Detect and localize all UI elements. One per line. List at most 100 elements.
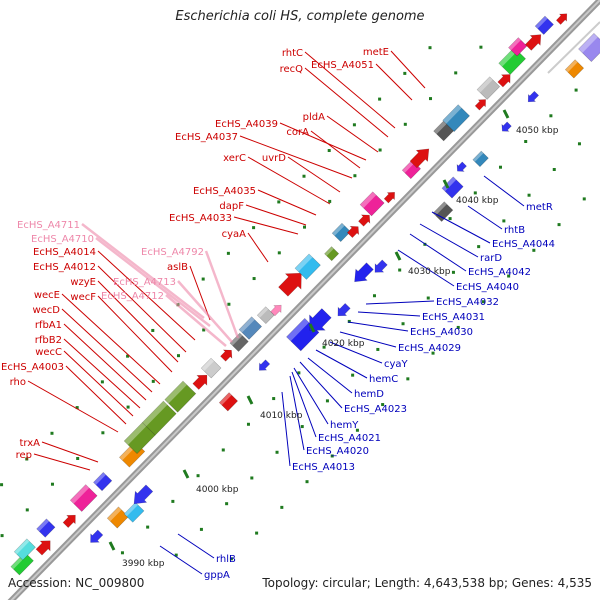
gene-arrow (524, 34, 542, 51)
gene-block (331, 222, 351, 242)
leader-line (177, 280, 233, 343)
gene-label: uvrD (262, 153, 286, 164)
gene-arrow (192, 374, 208, 390)
gene-block (36, 518, 56, 538)
leader-line (467, 205, 503, 230)
gene-label: trxA (19, 438, 40, 449)
leader-line (307, 357, 353, 394)
kbp-tick-mark (394, 251, 402, 261)
gene-block (442, 104, 470, 132)
grid-dot (431, 351, 435, 355)
grid-dot (196, 474, 200, 478)
grid-dot (297, 371, 301, 375)
leader-line (397, 249, 455, 287)
gene-block (476, 76, 501, 100)
gene-label: EcHS_A4013 (292, 462, 355, 473)
gene-label: wecD (32, 305, 60, 316)
gene-label: rarD (480, 253, 502, 264)
grid-dot (502, 219, 506, 223)
grid-dot (403, 71, 407, 75)
gene-label: hemC (369, 374, 398, 385)
leader-line (310, 130, 361, 169)
grid-dot (229, 557, 233, 561)
kbp-ticks-layer: 3990 kbp 4000 kbp 4010 kbp 4020 kbp 4030 kbp… (108, 109, 559, 569)
gene-label: metR (526, 202, 553, 213)
grid-dot (101, 431, 105, 435)
leader-line (81, 223, 205, 319)
gene-arrow (374, 259, 388, 273)
leader-line (409, 233, 467, 272)
kbp-tick-label: 4010 kbp (260, 411, 303, 421)
gene-label: dapF (219, 201, 244, 212)
grid-dot (277, 200, 281, 204)
leader-line (357, 311, 421, 317)
kbp-tick-mark (246, 395, 254, 405)
gene-label: cyaA (222, 229, 247, 240)
gene-label: EcHS_A4040 (456, 282, 519, 293)
leader-line (245, 204, 307, 226)
gene-block (93, 472, 113, 492)
grid-dot (378, 148, 382, 152)
gene-arrow (346, 225, 360, 239)
grid-dot (401, 322, 405, 326)
gene-labels-layer: metE EcHS_A4051 rhtC recQ pldA EcHS_A4039 corA… (1, 47, 555, 581)
gene-label: wzyE (70, 277, 96, 288)
gene-arrow (90, 529, 104, 543)
leader-line (390, 50, 426, 89)
leader-line (65, 365, 127, 425)
gene-arrow (337, 303, 351, 317)
leader-line (483, 175, 525, 207)
leader-line (159, 545, 203, 575)
gene-arrow (474, 99, 486, 111)
topology-text: Topology: circular; Length: 4,643,538 bp… (262, 576, 592, 590)
leader-line (293, 367, 329, 425)
gene-label: corA (286, 127, 309, 138)
grid-dot (201, 277, 205, 281)
grid-dot (75, 406, 79, 410)
grid-dot (227, 302, 231, 306)
gene-label: pldA (303, 112, 325, 123)
gene-label: wecC (35, 347, 62, 358)
grid-dot (0, 483, 4, 487)
kbp-tick-mark (442, 179, 450, 189)
leader-line (304, 51, 396, 129)
grid-dot (303, 225, 307, 229)
gene-label: EcHS_A4020 (306, 446, 369, 457)
gene-block (498, 47, 526, 75)
gene-block (508, 37, 528, 57)
gene-block (324, 246, 340, 262)
gene-block (229, 332, 249, 352)
grid-dot (225, 502, 229, 506)
grid-dot (477, 245, 481, 249)
grid-dot (246, 422, 250, 426)
gene-block (238, 316, 262, 340)
grid-dot (50, 482, 54, 486)
gene-label: EcHS_A4711 (17, 220, 80, 231)
gene-arrow (220, 349, 233, 362)
gene-block (13, 538, 36, 561)
gene-label: EcHS_A4003 (1, 362, 64, 373)
grid-dot (272, 397, 276, 401)
gene-block (106, 506, 129, 529)
grid-dot (507, 274, 511, 278)
grid-dot (277, 251, 281, 255)
grid-dot (426, 296, 430, 300)
gene-label: hemY (330, 420, 359, 431)
leader-line (97, 280, 179, 363)
leader-line (97, 265, 187, 353)
kbp-tick-label: 3990 kbp (122, 559, 165, 569)
gene-arrow (555, 13, 568, 25)
gene-label: EcHS_A4037 (175, 132, 238, 143)
gene-block (441, 176, 464, 199)
grid-dot (498, 165, 502, 169)
leader-line (257, 189, 317, 216)
gene-label: rhlB (216, 554, 236, 565)
grid-dot (527, 193, 531, 197)
gene-arrow (354, 262, 374, 283)
leader-line (63, 350, 134, 417)
leader-line (347, 321, 409, 332)
leader-line (204, 250, 240, 339)
grid-dot (552, 167, 556, 171)
grid-dot (302, 174, 306, 178)
